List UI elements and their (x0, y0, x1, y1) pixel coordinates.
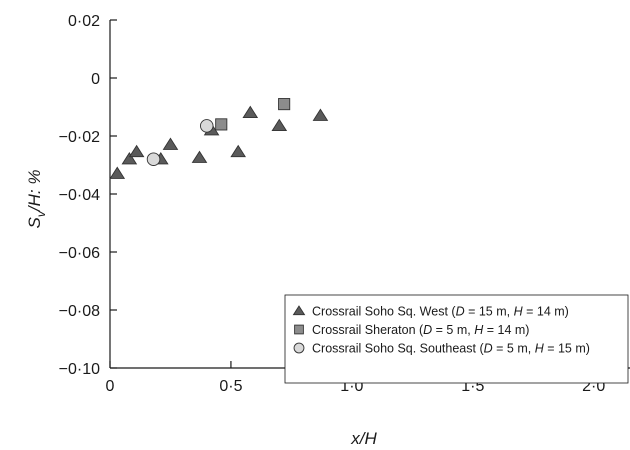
data-point-triangle (191, 150, 208, 163)
legend-label: Crossrail Soho Sq. West (D = 15 m, H = 1… (312, 305, 569, 319)
legend-label-part: D (423, 323, 432, 337)
data-point-circle (146, 152, 161, 166)
y-tick-label: −0·04 (59, 187, 100, 204)
legend-label: Crossrail Sheraton (D = 5 m, H = 14 m) (312, 323, 529, 337)
y-axis-title-rest: /H: % (25, 170, 44, 213)
data-point-triangle (128, 144, 145, 158)
y-tick-label: −0·02 (59, 129, 100, 146)
y-tick-label: 0 (91, 71, 100, 88)
legend-label-part: Crossrail Sheraton ( (312, 323, 424, 337)
y-tick-label: 0·02 (68, 13, 100, 30)
legend-label-part: H (514, 305, 524, 319)
legend-label-part: Crossrail Soho Sq. West ( (312, 305, 456, 319)
y-tick-label: −0·08 (59, 303, 100, 320)
data-point-circle (199, 119, 214, 133)
data-point-triangle (109, 166, 126, 179)
data-point-triangle (242, 105, 259, 118)
legend-label: Crossrail Soho Sq. Southeast (D = 5 m, H… (312, 342, 590, 356)
legend-label-part: D (484, 342, 493, 356)
data-point-square (215, 118, 228, 131)
y-axis-title-subscript: v (34, 210, 48, 217)
y-axis-title-symbol: S (25, 216, 44, 228)
legend-marker-circle (293, 342, 305, 354)
legend-label-part: = 15 m, (465, 305, 514, 319)
data-point-triangle (121, 152, 138, 165)
data-point-triangle (312, 108, 329, 121)
legend-marker-triangle (292, 305, 306, 316)
legend-box (284, 294, 629, 384)
y-tick-label: −0·10 (59, 361, 100, 378)
legend-marker-square (294, 324, 304, 335)
data-point-triangle (271, 118, 288, 132)
x-tick-label: 0·5 (219, 378, 242, 395)
x-tick-label: 0 (106, 378, 115, 395)
x-axis-title: x/H (350, 429, 377, 448)
legend-label-part: Crossrail Soho Sq. Southeast ( (312, 342, 484, 356)
legend-label-part: H (535, 342, 545, 356)
legend-label-part: D (456, 305, 465, 319)
legend-label-part: = 5 m, (432, 323, 474, 337)
legend-label-part: = 14 m) (483, 323, 529, 337)
data-point-square (278, 98, 291, 111)
legend-label-part: = 14 m) (523, 305, 569, 319)
legend-label-part: = 15 m) (544, 342, 590, 356)
legend-label-part: = 5 m, (493, 342, 535, 356)
data-point-triangle (162, 137, 179, 150)
legend-label-part: H (474, 323, 484, 337)
y-tick-label: −0·06 (59, 245, 100, 262)
y-axis-title: Sv/H: % (25, 170, 48, 229)
data-point-triangle (230, 144, 247, 158)
